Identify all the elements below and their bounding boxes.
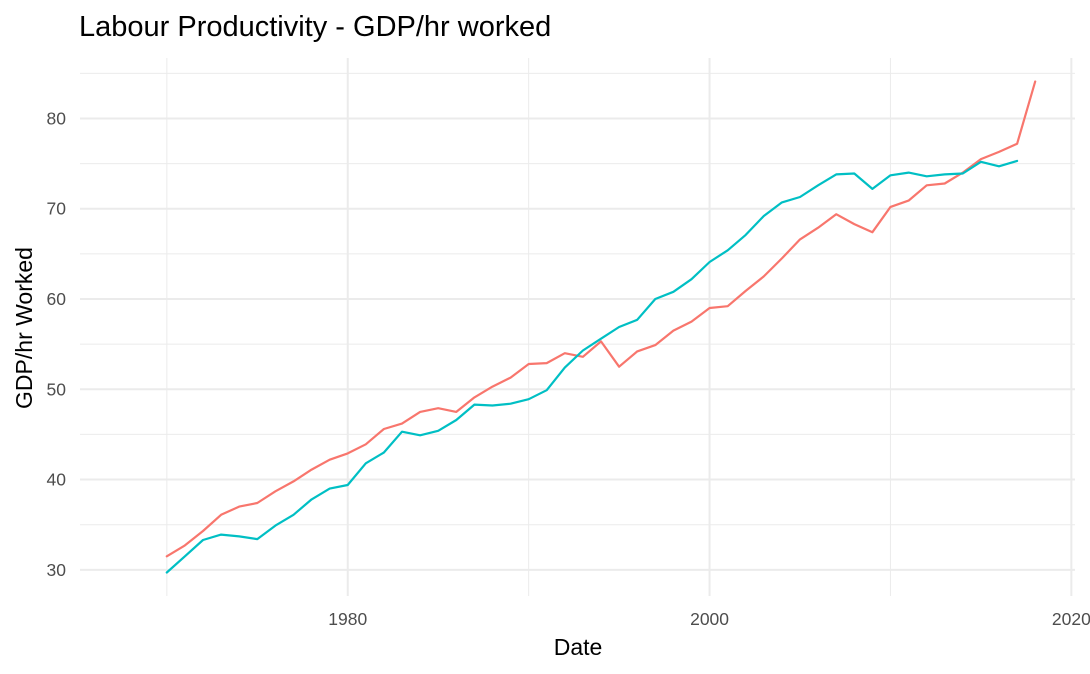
y-tick-label: 80 bbox=[47, 108, 67, 128]
x-tick-label: 2000 bbox=[690, 609, 729, 629]
y-tick-label: 40 bbox=[47, 470, 67, 490]
y-tick-label: 70 bbox=[47, 199, 67, 219]
series-line-1 bbox=[165, 80, 1037, 558]
x-tick-label: 2020 bbox=[1052, 609, 1090, 629]
y-axis-tick-labels: 30 40 50 60 70 80 bbox=[47, 108, 67, 579]
series-line-2 bbox=[165, 159, 1019, 574]
major-gridlines bbox=[80, 58, 1075, 596]
chart-title: Labour Productivity - GDP/hr worked bbox=[79, 11, 551, 43]
y-tick-label: 50 bbox=[47, 379, 67, 399]
y-tick-label: 30 bbox=[47, 560, 67, 580]
minor-gridlines bbox=[80, 58, 1075, 596]
y-axis-title: GDP/hr Worked bbox=[11, 247, 37, 409]
y-tick-label: 60 bbox=[47, 289, 67, 309]
x-axis-title: Date bbox=[554, 634, 603, 660]
x-axis-tick-labels: 1980 2000 2020 bbox=[328, 609, 1090, 629]
x-tick-label: 1980 bbox=[328, 609, 367, 629]
series-lines bbox=[165, 80, 1037, 574]
